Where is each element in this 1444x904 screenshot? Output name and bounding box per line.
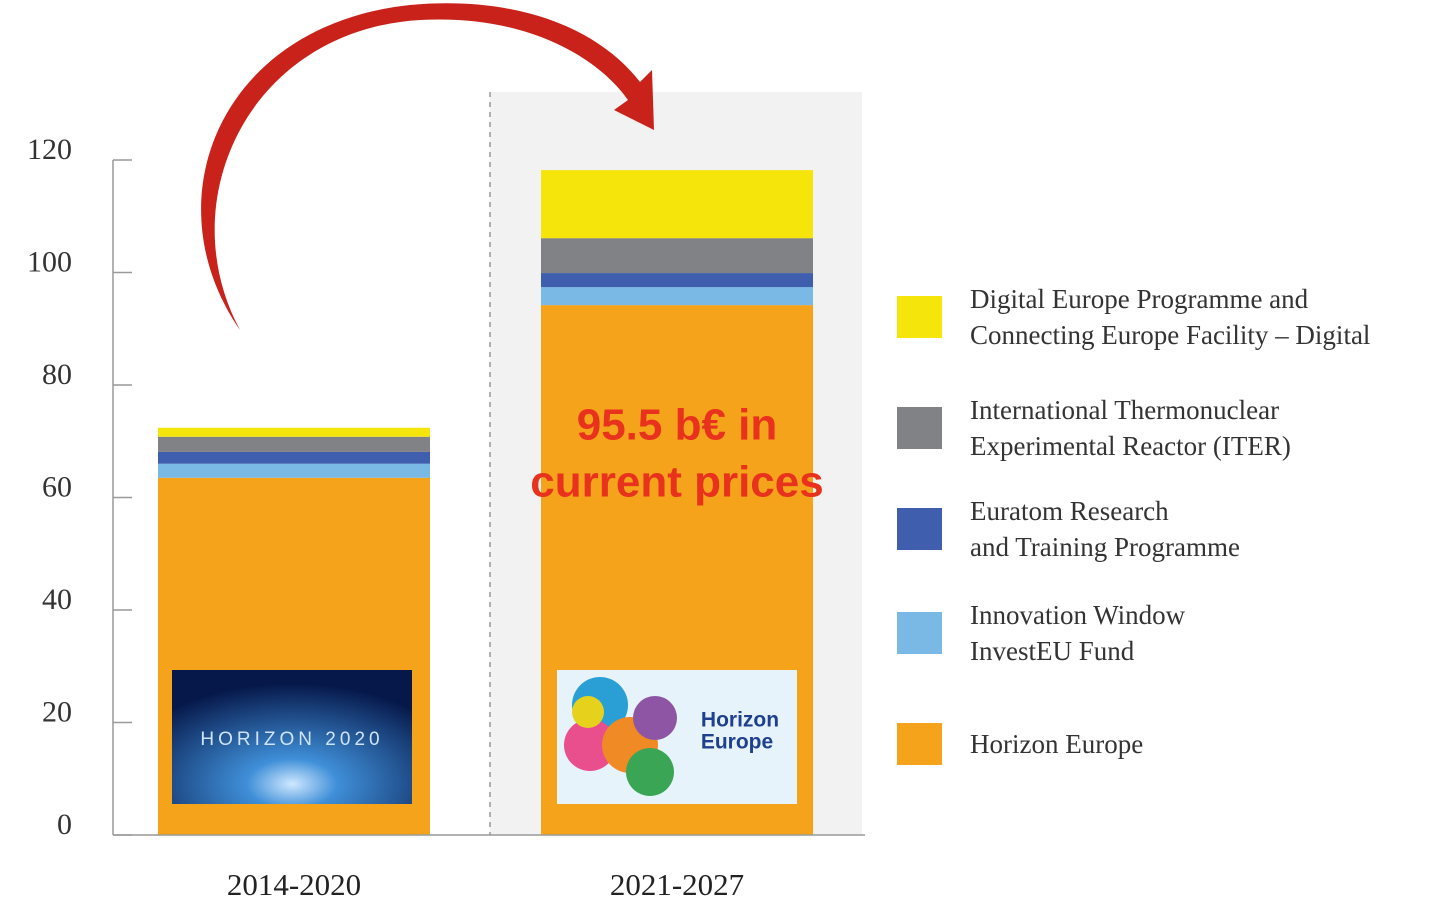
logo-text: Horizon bbox=[701, 709, 779, 732]
logo-text: Europe bbox=[701, 731, 773, 754]
legend-swatch bbox=[897, 407, 942, 449]
logo-shape bbox=[572, 696, 604, 728]
bar-segment bbox=[541, 238, 813, 273]
logos: HORIZON 2020 Horizon Europe bbox=[172, 670, 797, 804]
bar-segment bbox=[541, 170, 813, 238]
legend-label: International Thermonuclear Experimental… bbox=[970, 392, 1291, 464]
y-tick-label: 20 bbox=[42, 695, 72, 728]
legend-label: Horizon Europe bbox=[970, 726, 1143, 762]
y-tick-label: 120 bbox=[27, 133, 72, 166]
legend-item: Digital Europe Programme and Connecting … bbox=[897, 281, 1370, 353]
legend-swatch bbox=[897, 508, 942, 550]
annotation: 95.5 b€ in bbox=[577, 401, 778, 450]
x-tick-label: 2021-2027 bbox=[610, 867, 744, 902]
x-tick-label: 2014-2020 bbox=[227, 867, 361, 902]
legend-swatch bbox=[897, 296, 942, 338]
bar-segment bbox=[158, 437, 430, 452]
bar-segment bbox=[541, 273, 813, 287]
logo-shape bbox=[633, 696, 677, 740]
legend-item: Innovation Window InvestEU Fund bbox=[897, 597, 1185, 669]
bar-segment bbox=[158, 452, 430, 464]
legend-label: Euratom Research and Training Programme bbox=[970, 493, 1240, 565]
legend-label: Innovation Window InvestEU Fund bbox=[970, 597, 1185, 669]
y-tick-label: 100 bbox=[27, 245, 72, 278]
y-tick-label: 40 bbox=[42, 583, 72, 616]
legend-item: Horizon Europe bbox=[897, 723, 1143, 765]
legend-item: Euratom Research and Training Programme bbox=[897, 493, 1240, 565]
annotation: current prices bbox=[530, 458, 823, 507]
y-tick-label: 0 bbox=[57, 808, 72, 841]
legend-label: Digital Europe Programme and Connecting … bbox=[970, 281, 1370, 353]
bar-segment bbox=[158, 428, 430, 437]
bar-segment bbox=[541, 287, 813, 305]
bar-segment bbox=[158, 464, 430, 478]
y-tick-label: 60 bbox=[42, 470, 72, 503]
logo-shape bbox=[626, 748, 674, 796]
logo-text: HORIZON 2020 bbox=[200, 729, 383, 750]
y-tick-label: 80 bbox=[42, 358, 72, 391]
legend-swatch bbox=[897, 612, 942, 654]
legend-item: International Thermonuclear Experimental… bbox=[897, 392, 1291, 464]
legend-swatch bbox=[897, 723, 942, 765]
page: {"chart_data": { "type": "stacked_bar", … bbox=[0, 0, 1444, 904]
